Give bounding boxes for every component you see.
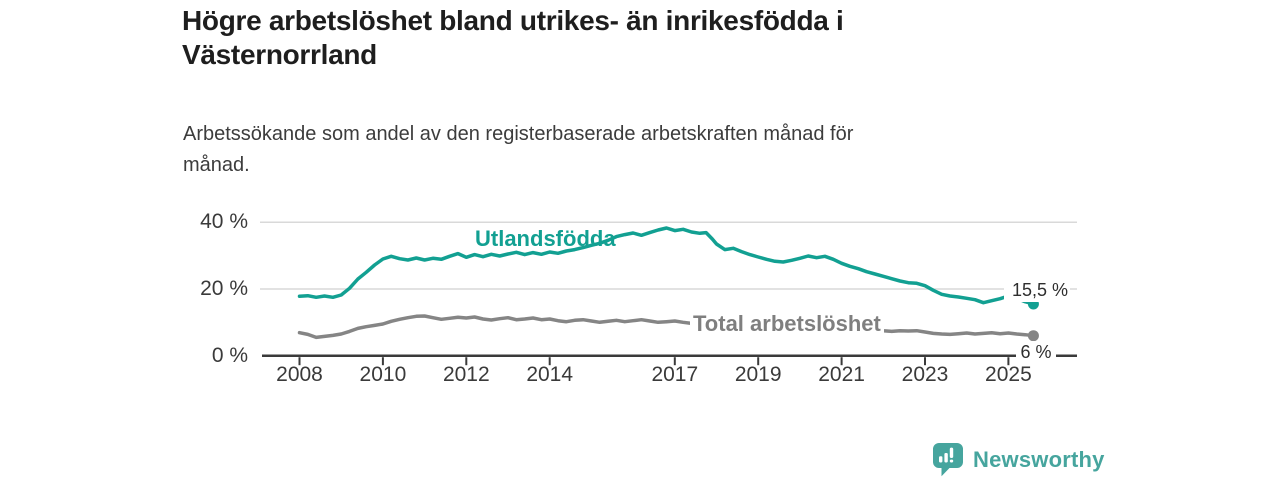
y-tick-label: 40 % [200, 210, 248, 234]
series-label-total-arbetsloshet: Total arbetslöshet [690, 311, 884, 337]
y-tick-label: 20 % [200, 277, 248, 300]
chart-title: Högre arbetslöshet bland utrikes- än inr… [182, 4, 1122, 72]
newsworthy-logo-text: Newsworthy [973, 447, 1105, 472]
x-tick-label: 2014 [526, 363, 574, 386]
end-value-label-total: 6 % [1016, 341, 1056, 364]
x-tick-label: 2021 [818, 363, 865, 386]
x-tick-label: 2008 [276, 363, 323, 386]
chart-subtitle-line2: månad. [183, 154, 250, 176]
x-tick-label: 2023 [901, 363, 949, 386]
bar-chart-speech-bubble-icon [933, 443, 963, 477]
x-tick-label: 2019 [734, 363, 782, 386]
chart-title-line2: Västernorrland [182, 39, 377, 70]
chart-subtitle: Arbetssökande som andel av den registerb… [183, 119, 1083, 181]
x-tick-label: 2017 [651, 363, 699, 386]
chart-title-line1: Högre arbetslöshet bland utrikes- än inr… [182, 5, 844, 36]
x-tick-label: 2012 [442, 363, 490, 386]
series-label-utlandsfodda: Utlandsfödda [475, 226, 616, 251]
chart-subtitle-line1: Arbetssökande som andel av den registerb… [183, 123, 854, 145]
end-value-label-utlandsfodda: 15,5 % [1004, 279, 1070, 302]
x-tick-label: 2010 [359, 363, 407, 386]
x-tick-label: 2025 [985, 363, 1032, 386]
y-tick-label: 0 % [211, 343, 248, 367]
newsworthy-logo: Newsworthy [933, 443, 1105, 477]
